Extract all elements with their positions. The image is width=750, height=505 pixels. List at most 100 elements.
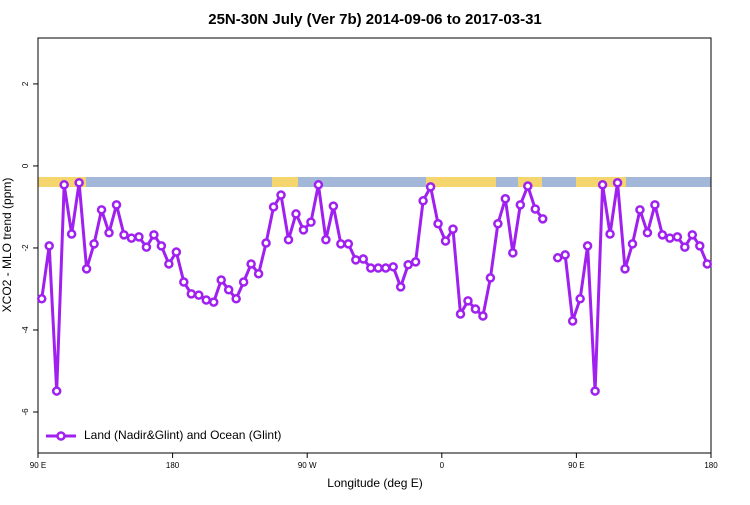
data-point [508,248,518,258]
data-point [582,241,593,251]
data-point [395,282,406,292]
data-point [635,205,645,215]
data-point [373,263,383,273]
x-tick-label: 90 E [568,461,584,470]
data-point [695,241,705,251]
data-point [351,255,361,265]
land-band [272,177,298,187]
legend-marker [56,431,66,441]
land-ocean-strip [38,177,711,187]
data-point [605,229,615,239]
data-point [410,257,421,267]
data-point [111,200,122,210]
x-tick-label: 180 [166,461,180,470]
data-point [306,217,316,227]
data-point [567,316,578,326]
data-point [366,263,376,273]
data-point [538,214,548,224]
data-point [665,233,675,243]
data-point [612,178,623,188]
data-point [231,294,241,304]
data-point [104,228,114,238]
ocean-band [38,177,711,187]
data-point [291,209,301,219]
data-point [261,238,271,248]
data-point [119,230,129,240]
data-point [313,180,324,190]
data-point [657,230,668,240]
data-point [425,182,436,192]
x-tick-label: 0 [440,461,445,470]
data-point [81,264,92,274]
data-point [485,273,496,283]
data-point [246,259,256,269]
data-point [51,386,62,396]
data-point [590,386,600,396]
data-point [702,259,713,269]
data-point [156,241,167,251]
x-axis-label: Longitude (deg E) [327,476,422,490]
data-point [403,260,413,270]
legend-label: Land (Nadir&Glint) and Ocean (Glint) [84,428,281,442]
data-point [597,180,608,190]
data-point [575,294,585,304]
data-point [680,242,690,252]
data-point [418,196,428,206]
y-tick-label: -6 [21,408,30,416]
data-point [223,285,234,295]
data-point [164,259,174,269]
data-point [448,224,458,234]
data-point [500,194,511,204]
data-point [478,311,488,321]
data-point [44,241,54,251]
data-point [208,297,219,307]
data-point [388,262,398,272]
data-point [149,230,159,240]
data-point [268,202,279,212]
y-tick-label: 2 [21,81,30,86]
data-point [74,178,84,188]
data-point [171,247,182,257]
data-point [216,275,226,285]
data-point [141,242,152,252]
data-point [552,253,563,263]
data-point [515,200,526,210]
data-point [560,250,570,260]
land-band [426,177,496,187]
data-point [134,232,144,242]
data-point [455,309,466,319]
chart-title: 25N-30N July (Ver 7b) 2014-09-06 to 2017… [208,11,542,28]
data-point [36,294,47,304]
data-point [276,190,286,200]
data-point [253,269,264,279]
data-point [642,228,653,238]
data-point [179,277,189,287]
x-tick-label: 180 [704,461,718,470]
data-point [186,289,197,299]
data-point [627,239,638,249]
data-point [470,304,481,314]
data-point [620,264,630,274]
data-point [687,230,698,240]
data-point [523,181,533,191]
data-point [66,229,77,239]
data-point [336,239,346,249]
data-point [201,295,211,305]
y-tick-label: -2 [21,244,30,252]
data-point [380,263,391,273]
data-point [321,235,331,245]
y-axis-label: XCO2 - MLO trend (ppm) [0,178,14,313]
data-point [650,200,660,210]
data-point [298,225,309,235]
data-point [59,180,69,190]
data-point [89,239,99,249]
data-point [283,235,294,245]
data-point [358,254,369,264]
data-point [194,290,204,300]
data-point [672,232,683,242]
data-point [463,296,473,306]
y-tick-label: -4 [21,326,30,334]
data-point [493,219,503,229]
